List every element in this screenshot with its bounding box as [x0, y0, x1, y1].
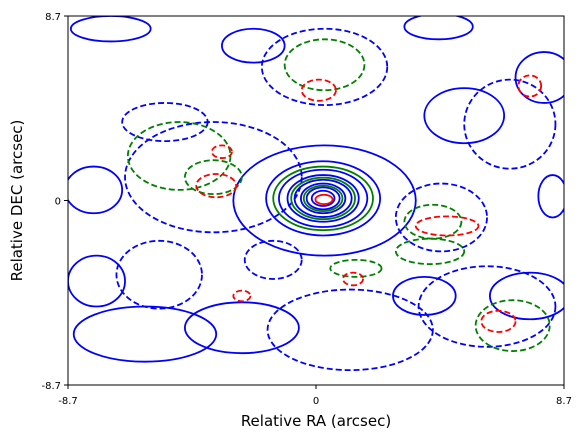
contour-series-0-feature-0: [488, 271, 564, 321]
contour-series-0-feature-3: [72, 305, 218, 363]
contour-series-0-feature-19: [463, 78, 557, 170]
contour-series-2-feature-6: [211, 144, 233, 159]
contour-series-1-feature-2: [394, 237, 466, 266]
contour-series-1-peak-ring-2: [302, 184, 344, 213]
y-tick-label-2: 8.7: [45, 12, 61, 23]
contour-series-0-feature-1: [392, 275, 457, 316]
contour-series-0-feature-4: [68, 165, 124, 215]
contour-series-1-feature-4: [329, 258, 383, 278]
contour-series-1-feature-6: [403, 203, 463, 240]
contour-series-0-feature-11: [514, 51, 564, 104]
contour-series-1-peak-ring-1: [290, 176, 356, 221]
x-axis-label: Relative RA (arcsec): [241, 412, 391, 430]
contour-series-2-feature-7: [342, 271, 364, 287]
contour-series-2-feature-3: [480, 309, 517, 333]
contour-series-0-feature-9: [69, 16, 152, 43]
contour-series-2-feature-2: [300, 78, 337, 102]
y-axis-label: Relative DEC (arcsec): [8, 120, 26, 282]
contour-series-0-peak-ring-6: [310, 189, 336, 207]
contour-series-0-feature-8: [403, 16, 474, 41]
contour-series-0-feature-14: [260, 27, 389, 106]
y-tick-label-1: 0: [55, 197, 61, 208]
contour-series-0-feature-2: [183, 301, 300, 355]
contour-series-2-feature-1: [414, 215, 480, 237]
contour-series-0-peak-ring-5: [305, 186, 341, 211]
contour-lines: [68, 16, 564, 372]
contour-series-0-peak-ring-3: [293, 178, 353, 218]
contour-series-2-feature-0: [195, 173, 238, 199]
y-tick-label-0: -8.7: [41, 381, 61, 392]
contour-series-0-feature-18: [266, 288, 434, 372]
contour-series-0-feature-7: [537, 174, 564, 219]
x-tick-label-0: -8.7: [58, 396, 78, 407]
contour-series-0-feature-13: [121, 102, 209, 143]
contour-series-2-feature-4: [517, 74, 543, 98]
contour-series-1-feature-1: [283, 38, 366, 92]
contour-series-0-peak-ring-4: [299, 182, 347, 215]
contour-series-0-feature-20: [243, 239, 303, 280]
contour-series-0-peak-ring-7: [232, 144, 417, 257]
contour-series-0-feature-5: [68, 254, 126, 308]
contour-series-0-peak-ring-1: [278, 168, 369, 228]
contour-series-0-feature-6: [423, 87, 506, 145]
contour-series-2-feature-5: [232, 289, 252, 303]
contour-series-0-peak-ring-2: [286, 174, 360, 223]
contour-series-2-peak-ring-0: [314, 193, 334, 206]
contour-series-0-feature-17: [115, 239, 203, 310]
contour-series-0-feature-12: [124, 121, 303, 234]
contour-series-1-feature-3: [474, 299, 551, 352]
axis-ticks: -8.7 0 8.7 -8.7 0 8.7: [41, 12, 571, 407]
contour-series-0-feature-10: [221, 27, 286, 64]
contour-series-1-feature-5: [183, 159, 243, 196]
contour-series-0-feature-15: [394, 182, 488, 253]
x-tick-label-1: 0: [313, 396, 319, 407]
contour-series-1-peak-ring-0: [272, 165, 374, 232]
contour-series-0-peak-ring-0: [265, 160, 382, 237]
x-tick-label-2: 8.7: [556, 396, 572, 407]
